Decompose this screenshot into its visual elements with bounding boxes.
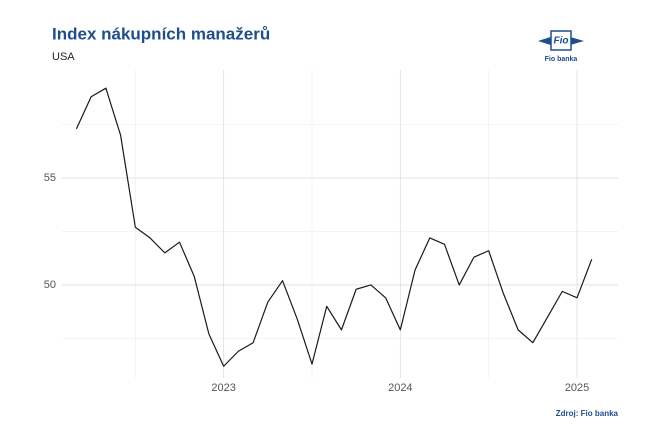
logo: Fio Fio banka — [538, 30, 584, 63]
logo-box — [550, 30, 572, 51]
source: Zdroj: Fio banka — [556, 409, 619, 418]
y-tick-label: 50 — [44, 279, 56, 291]
x-tick-label: 2023 — [211, 382, 235, 394]
x-tick-label: 2025 — [565, 382, 589, 394]
x-tick-label: 2024 — [388, 382, 412, 394]
y-tick-label: 55 — [44, 172, 56, 184]
logo-name: Fio banka — [545, 56, 578, 63]
line — [75, 87, 593, 367]
chart-title: Index nákupních manažerů — [52, 24, 270, 43]
chart-subtitle: USA — [52, 51, 75, 63]
logo-mark: Fio — [554, 36, 569, 47]
